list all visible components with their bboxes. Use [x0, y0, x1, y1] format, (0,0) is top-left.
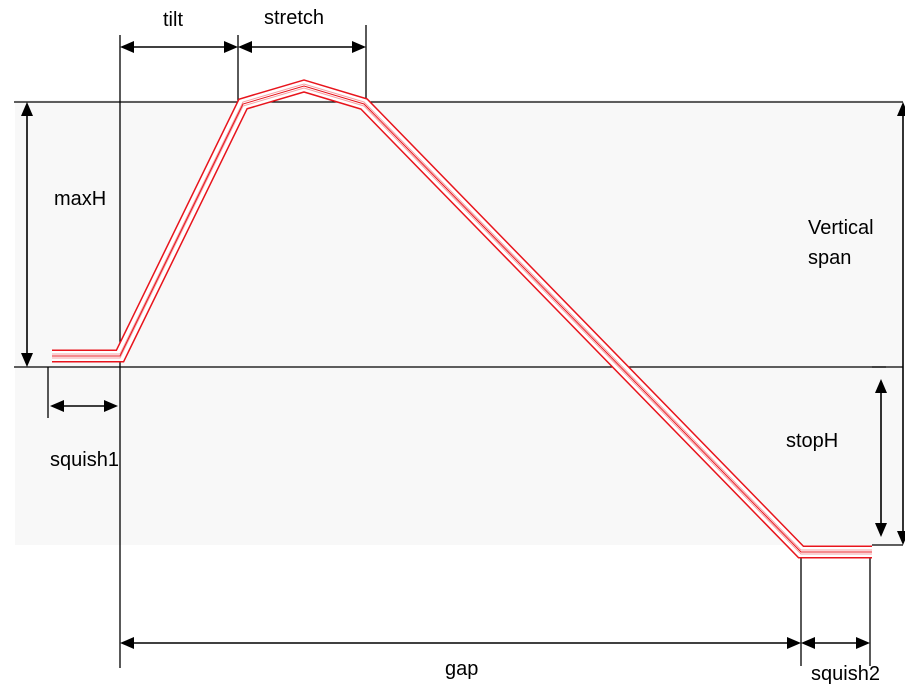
- squish1-arrow-right: [104, 400, 118, 412]
- gap-label: gap: [445, 658, 478, 680]
- vertical-span-arrow-top: [897, 102, 905, 116]
- squish2-arrow-left: [801, 637, 815, 649]
- stopH-label: stopH: [786, 430, 838, 452]
- stopH-arrow-bottom: [875, 523, 887, 537]
- vertical-span-label-line1: Vertical: [808, 217, 874, 239]
- tilt-arrow-left: [120, 41, 134, 53]
- gap-arrow-right: [787, 637, 801, 649]
- profile-path-inner-line-b: [52, 87, 872, 555]
- vertical-span-arrow-bottom: [897, 531, 905, 545]
- gap-arrow-left: [120, 637, 134, 649]
- profile-path-inner-line-a: [52, 83, 872, 551]
- profile-path: [52, 79, 872, 559]
- stretch-label: stretch: [264, 7, 324, 29]
- stopH-arrow-top: [875, 379, 887, 393]
- background-shading: [15, 100, 903, 545]
- stretch-arrow-left: [238, 41, 252, 53]
- maxH-arrow-bottom: [21, 353, 33, 367]
- profile-path-center-line: [52, 85, 872, 553]
- tilt-label: tilt: [163, 9, 183, 31]
- stretch-arrow-right: [352, 41, 366, 53]
- maxH-label: maxH: [54, 188, 106, 210]
- squish2-arrow-right: [856, 637, 870, 649]
- tilt-arrow-right: [224, 41, 238, 53]
- squish1-arrow-left: [50, 400, 64, 412]
- squish2-label: squish2: [811, 663, 880, 685]
- squish1-label: squish1: [50, 449, 119, 471]
- vertical-span-label-line2: span: [808, 247, 851, 269]
- maxH-arrow-top: [21, 102, 33, 116]
